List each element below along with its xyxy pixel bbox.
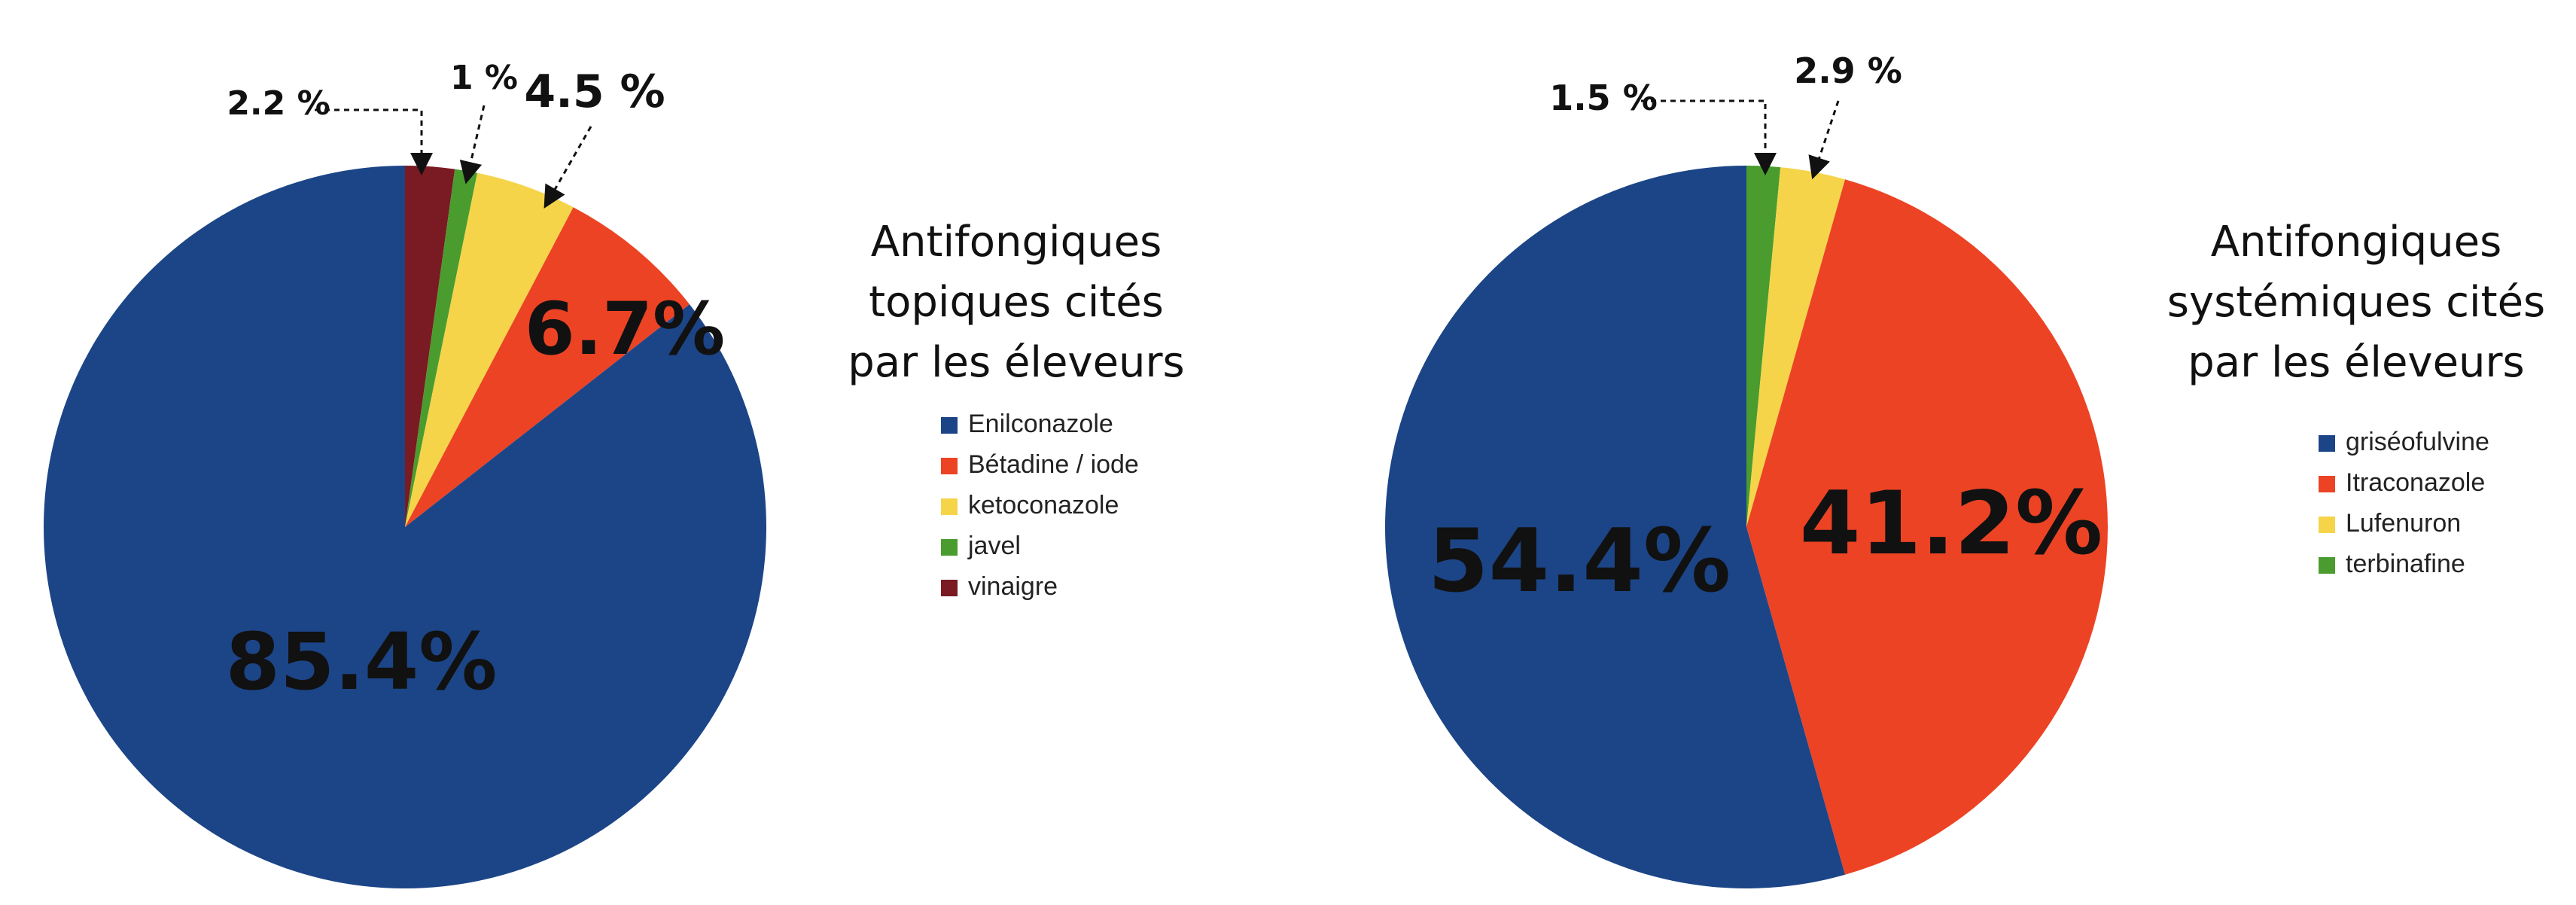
topical-antifungal-pie-chart: 2.2 % 1 % 4.5 % 6.7% 85.4% Antifongiques topiq… [44,59,1185,888]
pie-slice-terbinafine [1746,166,1781,527]
legend-label-griseofulvine: griséofulvine [2346,428,2489,456]
pie-slice-ketoconazole [405,172,574,527]
legend-label-terbinafine: terbinafine [2346,550,2465,578]
systemic-antifungal-pie-chart: 1.5 % 2.9 % 41.2% 54.4% Antifongiques systémi… [1385,50,2545,888]
data-label-vinaigre: 2.2 % [227,84,330,123]
legend-label-ketoconazole: ketoconazole [968,491,1119,520]
pie-slice-itraconazole [1746,179,2109,875]
chart-title-line-1: Antifongiques [871,218,1162,267]
chart-title-line-2: topiques cités [869,278,1164,327]
legend-label-javel: javel [967,532,1021,560]
legend-swatch-ketoconazole [941,498,958,515]
leader-arrow-terbinafine [1641,99,1777,175]
pie-slice-enilconazole [44,166,767,888]
leader-arrow-javel [459,105,486,184]
data-label-betadine-iode: 6.7% [525,287,725,371]
data-label-griseofulvine: 54.4% [1428,510,1731,612]
leader-arrow-ketoconazole [544,126,592,209]
leader-arrow-lufenuron [1808,100,1840,180]
data-label-ketoconazole: 4.5 % [524,66,665,118]
legend-label-itraconazole: Itraconazole [2346,468,2485,497]
legend-label-vinaigre: vinaigre [968,572,1058,601]
data-label-enilconazole: 85.4% [226,616,498,708]
legend-swatch-javel [941,539,958,556]
legend-swatch-itraconazole [2319,476,2335,492]
legend-swatch-griseofulvine [2319,435,2335,452]
legend-swatch-vinaigre [941,580,958,596]
legend-label-enilconazole: Enilconazole [968,410,1113,438]
chart-title-line-1: Antifongiques [2211,218,2502,267]
legend-swatch-lufenuron [2319,516,2335,533]
legend-swatch-terbinafine [2319,557,2335,574]
pie-slice-javel [405,169,478,527]
legend-swatch-betadine-iode [941,458,958,474]
pie-slice-griseofulvine [1385,166,1846,888]
legend-label-betadine-iode: Bétadine / iode [968,450,1139,479]
chart-title-line-2: systémiques cités [2167,278,2545,327]
pie-slice-betadine-iode [405,207,690,527]
data-label-itraconazole: 41.2% [1800,473,2103,574]
pie-slice-lufenuron [1746,167,1846,528]
pie-slice-vinaigre [405,166,455,527]
legend-swatch-enilconazole [941,417,958,434]
data-label-terbinafine: 1.5 % [1549,78,1658,118]
chart-title-line-3: par les éleveurs [848,338,1184,387]
data-label-javel: 1 % [450,59,518,97]
chart-title-line-3: par les éleveurs [2188,338,2524,387]
data-label-lufenuron: 2.9 % [1794,50,1902,91]
legend-label-lufenuron: Lufenuron [2346,509,2461,538]
leader-arrow-vinaigre [315,108,433,175]
